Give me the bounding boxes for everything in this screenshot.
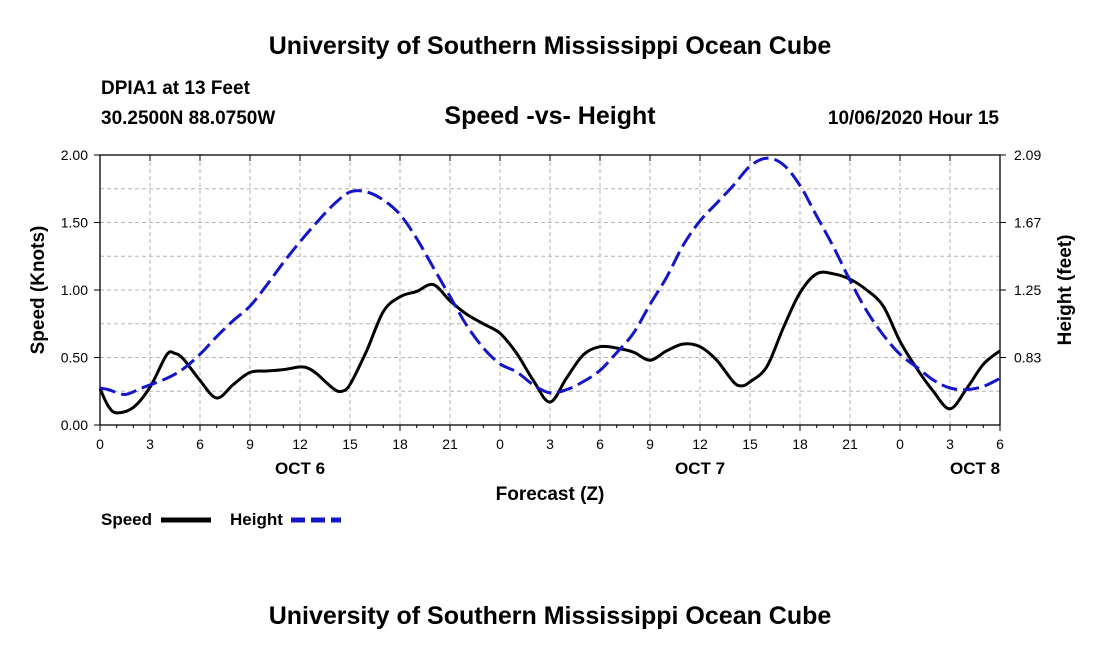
x-tick-label: 0 xyxy=(496,436,504,452)
x-tick-label: 0 xyxy=(96,436,104,452)
y-left-tick-label: 2.00 xyxy=(61,147,88,163)
x-tick-label: 3 xyxy=(946,436,954,452)
x-tick-label: 12 xyxy=(292,436,308,452)
x-tick-label: 6 xyxy=(996,436,1004,452)
day-label: OCT 7 xyxy=(675,459,725,478)
y-left-tick-label: 1.00 xyxy=(61,282,88,298)
y-right-tick-label: 1.25 xyxy=(1014,282,1041,298)
x-tick-label: 15 xyxy=(742,436,758,452)
x-tick-label: 18 xyxy=(392,436,408,452)
x-tick-label: 6 xyxy=(196,436,204,452)
axes xyxy=(94,154,1006,431)
legend-height-label: Height xyxy=(230,510,283,529)
station-label: DPIA1 at 13 Feet xyxy=(101,78,251,99)
series-group xyxy=(98,156,1001,415)
x-tick-label: 6 xyxy=(596,436,604,452)
height-series-line xyxy=(99,156,1001,396)
x-tick-label: 21 xyxy=(442,436,458,452)
x-tick-label: 18 xyxy=(792,436,808,452)
y-right-tick-label: 1.67 xyxy=(1014,215,1041,231)
x-tick-label: 9 xyxy=(646,436,654,452)
legend-speed-label: Speed xyxy=(101,510,152,529)
x-axis-label: Forecast (Z) xyxy=(496,484,605,505)
page-title-top: University of Southern Mississippi Ocean… xyxy=(269,32,832,60)
day-label: OCT 8 xyxy=(950,459,1000,478)
x-tick-label: 21 xyxy=(842,436,858,452)
x-tick-label: 12 xyxy=(692,436,708,452)
y-axis-left-label: Speed (Knots) xyxy=(28,226,49,355)
chart-title: Speed -vs- Height xyxy=(444,102,656,130)
y-left-tick-label: 1.50 xyxy=(61,215,88,231)
day-label: OCT 6 xyxy=(275,459,325,478)
page-title-bottom: University of Southern Mississippi Ocean… xyxy=(269,602,832,630)
y-right-tick-label: 0.83 xyxy=(1014,350,1041,366)
legend: Speed Height xyxy=(101,510,341,529)
y-right-tick-label: 2.09 xyxy=(1014,147,1041,163)
x-tick-label: 3 xyxy=(546,436,554,452)
coordinates-label: 30.2500N 88.0750W xyxy=(101,108,275,129)
x-tick-label: 3 xyxy=(146,436,154,452)
x-tick-label: 15 xyxy=(342,436,358,452)
tick-labels: 0 3 6 9 12 15 18 21 0 3 6 9 12 15 18 21 0 3 6 OCT 6 OCT 7 OCT… xyxy=(61,147,1042,478)
y-axis-right-label: Height (feet) xyxy=(1055,235,1076,346)
date-hour-label: 10/06/2020 Hour 15 xyxy=(828,108,1000,129)
x-tick-label: 9 xyxy=(246,436,254,452)
x-tick-label: 0 xyxy=(896,436,904,452)
speed-series-line xyxy=(98,270,1001,415)
y-left-tick-label: 0.50 xyxy=(61,350,88,366)
y-left-tick-label: 0.00 xyxy=(61,417,88,433)
